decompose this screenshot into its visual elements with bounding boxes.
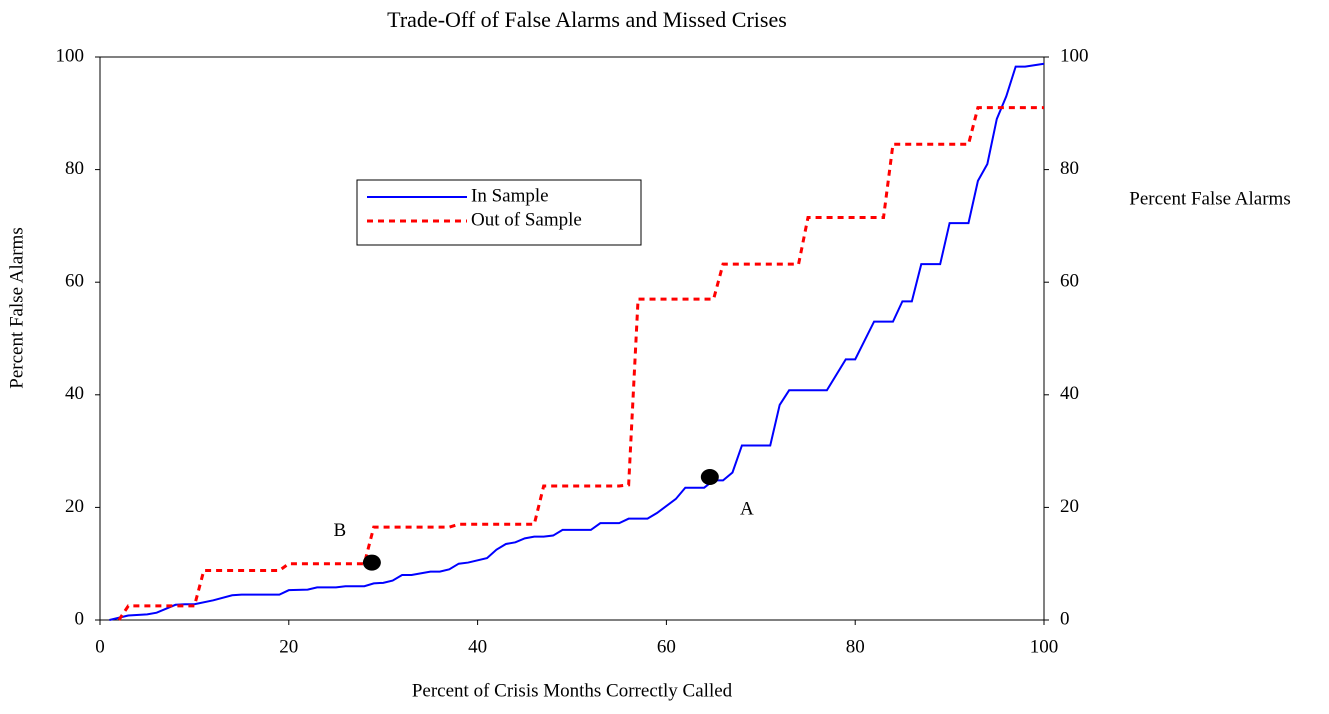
y2-tick-label: 100 xyxy=(1060,45,1089,66)
y-tick-label: 100 xyxy=(56,45,85,66)
y-tick-label: 0 xyxy=(75,608,85,629)
y-axis-label: Percent False Alarms xyxy=(6,227,27,388)
y2-tick-label: 40 xyxy=(1060,383,1079,404)
x-tick-label: 40 xyxy=(468,636,487,657)
plot-frame xyxy=(99,56,1045,621)
chart-title: Trade-Off of False Alarms and Missed Cri… xyxy=(387,7,787,32)
x-tick-label: 80 xyxy=(846,636,865,657)
annotation-label: A xyxy=(740,498,754,519)
series-line xyxy=(117,106,1044,621)
x-axis-label: Percent of Crisis Months Correctly Calle… xyxy=(412,680,733,701)
annotation-point xyxy=(700,468,719,485)
series-line xyxy=(109,62,1045,621)
y-tick-label: 60 xyxy=(65,271,84,292)
y2-tick-label: 20 xyxy=(1060,496,1079,517)
annotation-point xyxy=(362,554,381,571)
legend-box xyxy=(356,179,642,246)
x-tick-label: 100 xyxy=(1030,636,1059,657)
x-tick-label: 0 xyxy=(95,636,105,657)
y-tick-label: 20 xyxy=(65,496,84,517)
y-tick-label: 40 xyxy=(65,383,84,404)
y-tick-label: 80 xyxy=(65,158,84,179)
legend-label: In Sample xyxy=(471,185,549,206)
y2-tick-label: 0 xyxy=(1060,608,1070,629)
y2-axis-label: Percent False Alarms xyxy=(1129,188,1290,209)
y2-tick-label: 60 xyxy=(1060,271,1079,292)
x-tick-label: 60 xyxy=(657,636,676,657)
legend-label: Out of Sample xyxy=(471,209,582,230)
y2-tick-label: 80 xyxy=(1060,158,1079,179)
annotation-label: B xyxy=(334,520,347,541)
x-tick-label: 20 xyxy=(279,636,298,657)
